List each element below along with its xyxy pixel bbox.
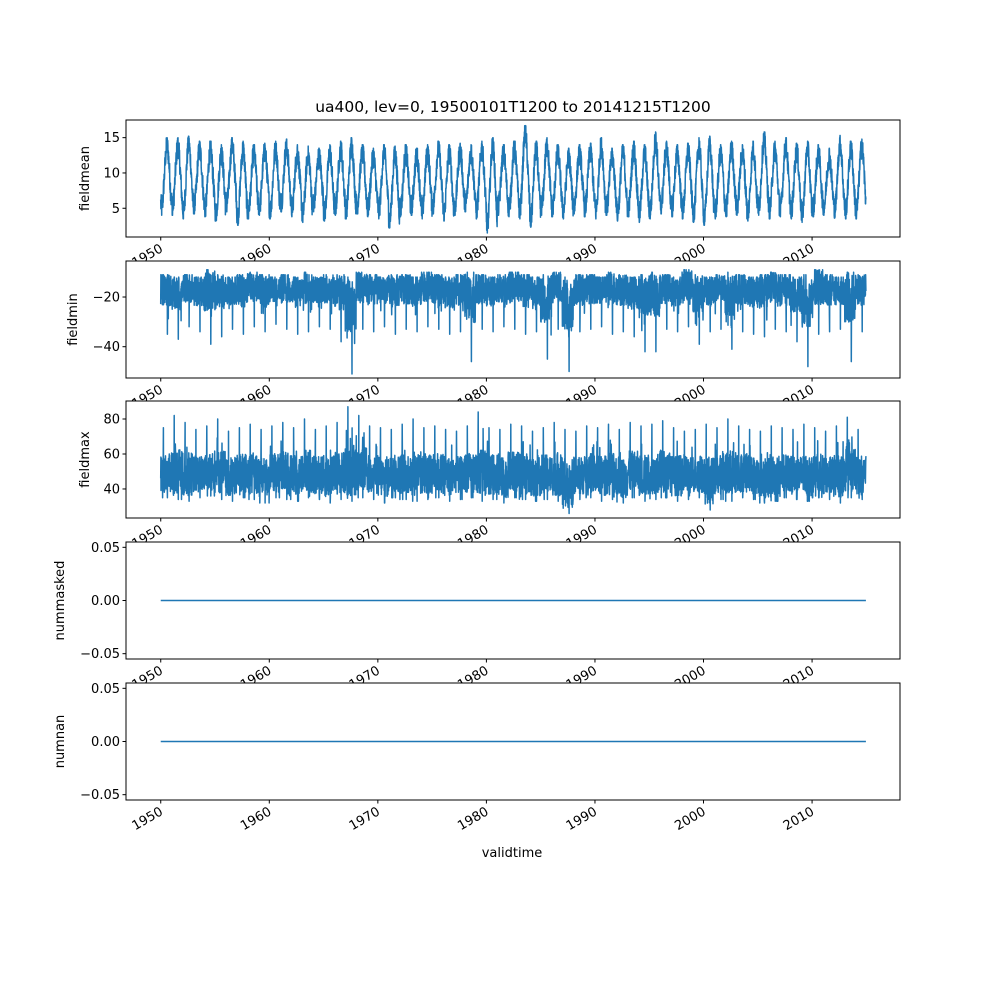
y-tick-label: 15 bbox=[103, 131, 120, 146]
y-tick-label: 0.00 bbox=[91, 735, 120, 750]
axes-frame bbox=[125, 119, 901, 238]
chart-title: ua400, lev=0, 19500101T1200 to 20141215T… bbox=[315, 98, 711, 116]
y-axis-label: fieldmin bbox=[66, 293, 81, 346]
y-tick-label: 60 bbox=[103, 447, 120, 462]
y-axis-label: fieldmean bbox=[78, 146, 93, 211]
y-tick-label: 5 bbox=[112, 202, 120, 217]
axes-frame bbox=[125, 260, 901, 379]
x-axis-label: validtime bbox=[482, 846, 543, 861]
axes-background bbox=[126, 120, 900, 237]
y-axis-label: nummasked bbox=[53, 561, 68, 641]
y-tick-label: 40 bbox=[103, 482, 120, 497]
y-tick-label: 0.00 bbox=[91, 594, 120, 609]
y-axis-label: numnan bbox=[53, 715, 68, 769]
axes-frame bbox=[125, 400, 901, 519]
y-tick-label: −40 bbox=[93, 340, 120, 355]
y-tick-label: −20 bbox=[93, 291, 120, 306]
y-tick-label: −0.05 bbox=[80, 647, 120, 662]
y-tick-label: 10 bbox=[103, 166, 120, 181]
y-tick-label: −0.05 bbox=[80, 788, 120, 803]
y-axis-label: fieldmax bbox=[78, 431, 93, 488]
series-line-fieldmax bbox=[159, 406, 867, 515]
y-tick-label: 0.05 bbox=[91, 541, 120, 556]
series-line-fieldmin bbox=[159, 268, 867, 375]
y-tick-label: 0.05 bbox=[91, 682, 120, 697]
y-tick-label: 80 bbox=[103, 413, 120, 428]
series-line-fieldmean bbox=[159, 124, 867, 234]
